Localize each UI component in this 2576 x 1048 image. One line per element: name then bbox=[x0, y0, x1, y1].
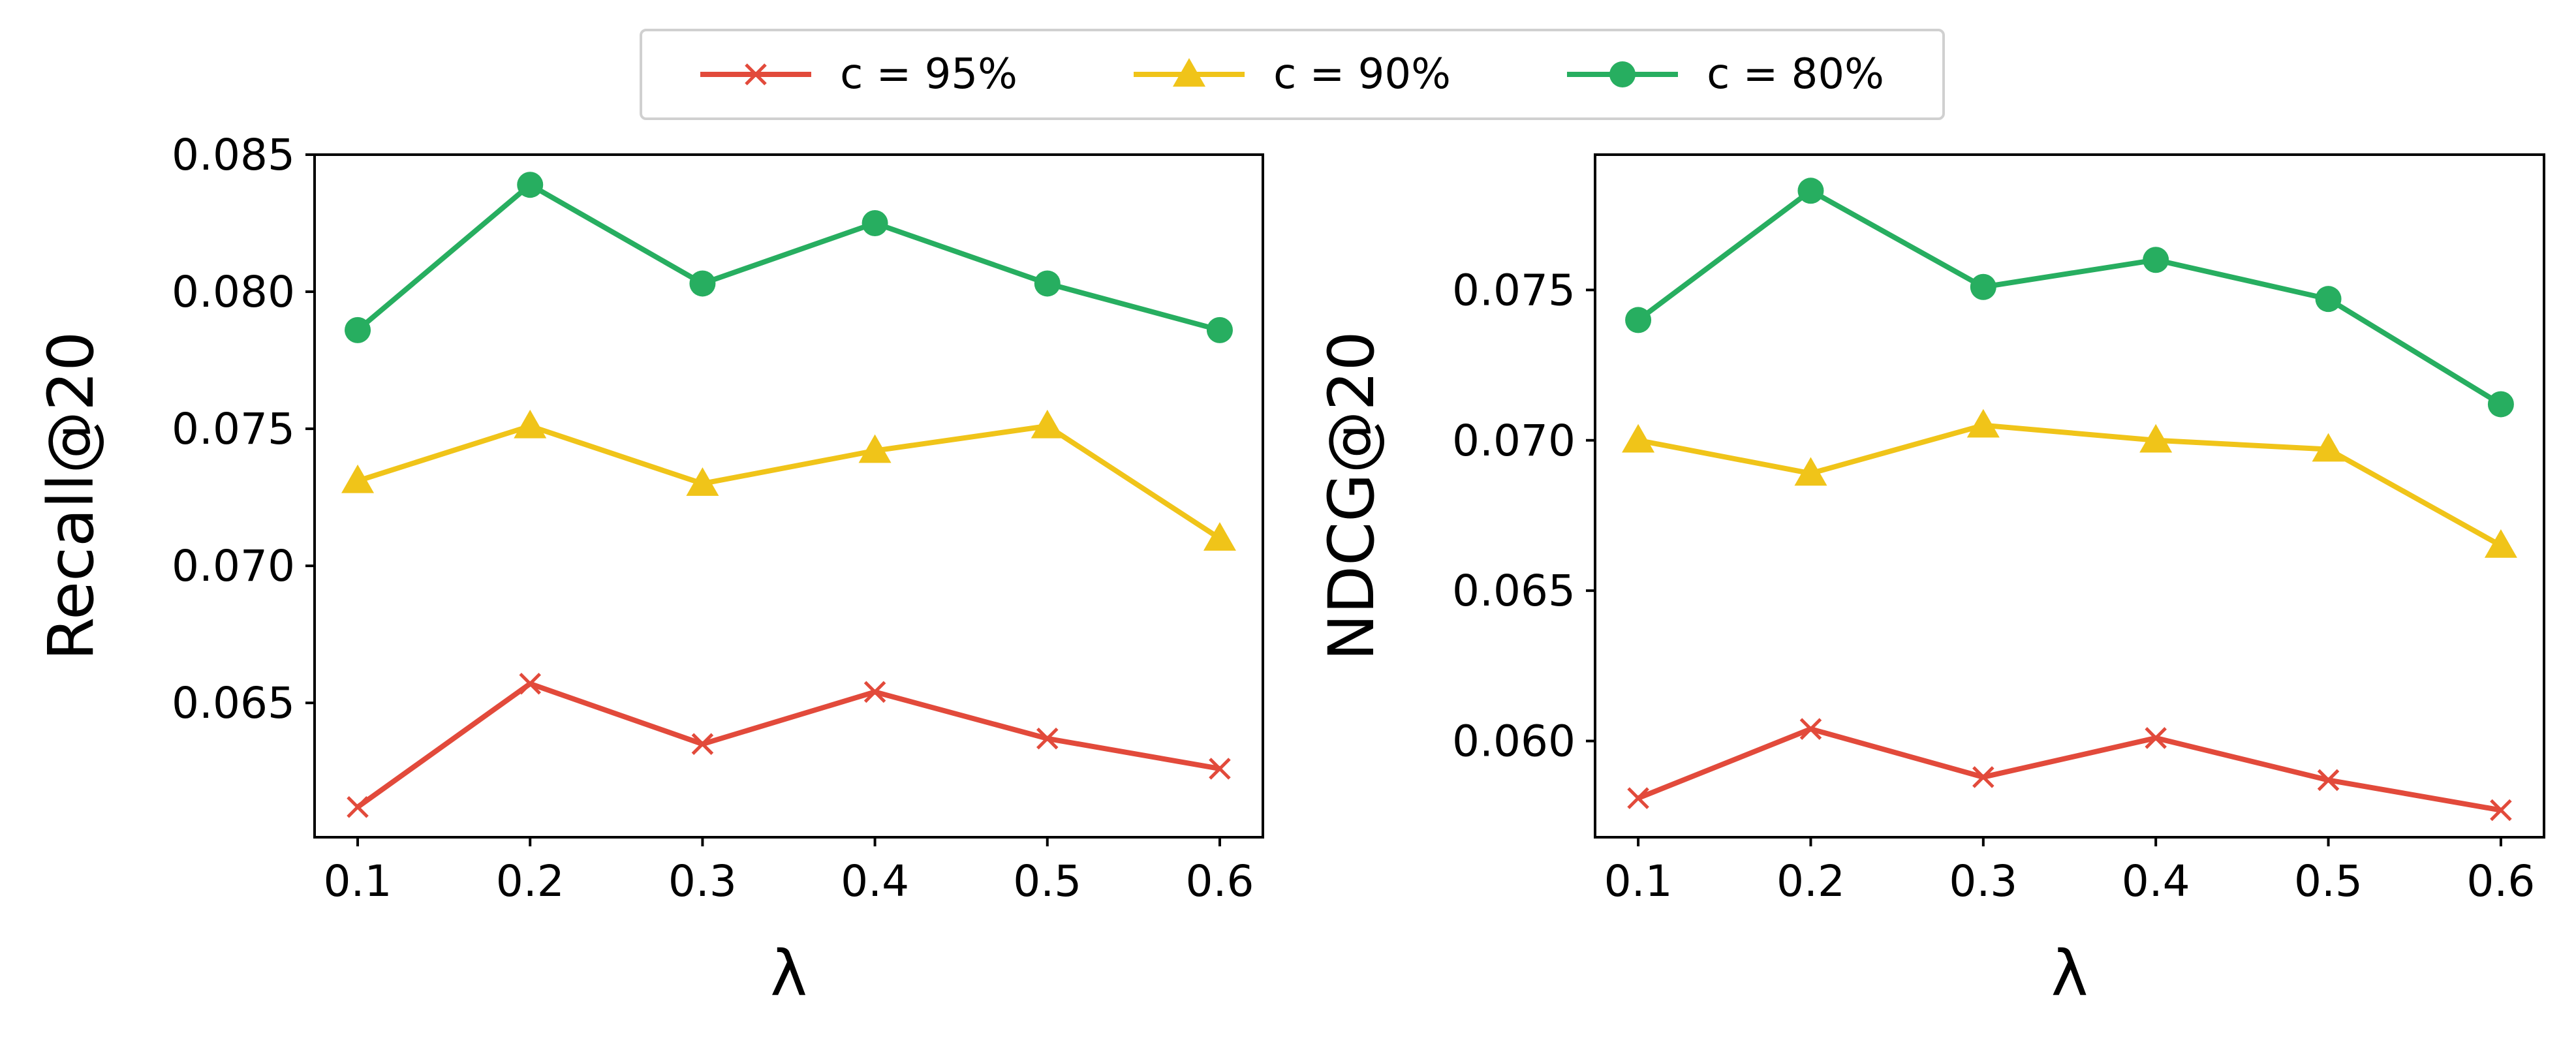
legend-marker-2 bbox=[1609, 61, 1636, 87]
ndcg-series-1-point-0 bbox=[1622, 424, 1655, 453]
ndcg-x-tick-label: 0.6 bbox=[2466, 856, 2535, 906]
ndcg-series-0-point-5 bbox=[2490, 799, 2512, 822]
recall-x-tick-label: 0.4 bbox=[841, 856, 909, 906]
ndcg-y-tick-label: 0.075 bbox=[1452, 265, 1575, 315]
recall-series-0-point-1 bbox=[519, 672, 541, 695]
chart-recall: 0.1 0.2 0.3 0.4 0.5 0.6 0.065 0.070 0.075 0.080 0.… bbox=[35, 130, 1264, 1010]
recall-axes-frame bbox=[313, 153, 1264, 839]
recall-series-line-1 bbox=[356, 423, 1222, 541]
ndcg-series-2-point-1 bbox=[1797, 177, 1824, 204]
recall-series-1-point-2 bbox=[686, 467, 719, 496]
legend-marker-1 bbox=[1173, 58, 1206, 87]
recall-x-tick-label: 0.6 bbox=[1185, 856, 1254, 906]
ndcg-x-tick-label: 0.2 bbox=[1777, 856, 1845, 906]
ndcg-y-axis-label: NDCG@20 bbox=[1315, 331, 1388, 660]
ndcg-series-0-point-1 bbox=[1799, 718, 1822, 740]
ndcg-series-line-1 bbox=[1637, 422, 2502, 548]
ndcg-series-line-0 bbox=[1637, 726, 2502, 813]
recall-y-axis-label: Recall@20 bbox=[35, 331, 108, 661]
recall-series-0-point-4 bbox=[1036, 728, 1059, 750]
legend-swatch-c80 bbox=[1567, 61, 1679, 87]
recall-y-tick-label: 0.085 bbox=[172, 130, 295, 180]
ndcg-x-axis-label: λ bbox=[2051, 937, 2088, 1010]
recall-series-1-point-0 bbox=[341, 464, 375, 493]
recall-series-2-point-1 bbox=[517, 172, 544, 198]
ndcg-y-tick-label: 0.065 bbox=[1452, 566, 1575, 616]
recall-series-2-point-2 bbox=[689, 270, 716, 297]
legend-item-c90: c = 90% bbox=[1134, 50, 1451, 99]
legend-item-c80: c = 80% bbox=[1567, 50, 1884, 99]
ndcg-series-1-point-1 bbox=[1794, 457, 1827, 486]
recall-series-1-point-4 bbox=[1031, 409, 1064, 439]
legend-item-c95: c = 95% bbox=[700, 50, 1017, 99]
ndcg-y-tick-label: 0.070 bbox=[1452, 416, 1575, 466]
recall-series-1-point-5 bbox=[1203, 522, 1236, 551]
ndcg-series-line-2 bbox=[1636, 188, 2502, 407]
recall-y-tick-label: 0.075 bbox=[172, 404, 295, 454]
recall-series-1-point-3 bbox=[858, 434, 892, 463]
recall-x-tick-label: 0.1 bbox=[324, 856, 392, 906]
recall-series-1-point-1 bbox=[514, 409, 547, 439]
recall-x-tick-label: 0.3 bbox=[668, 856, 737, 906]
ndcg-series-2-point-3 bbox=[2143, 247, 2169, 273]
recall-series-line-0 bbox=[356, 681, 1220, 810]
ndcg-series-0-point-2 bbox=[1972, 766, 1994, 788]
legend-swatch-c90 bbox=[1134, 58, 1245, 87]
recall-series-line-2 bbox=[356, 182, 1220, 333]
recall-series-0-point-3 bbox=[863, 681, 886, 703]
recall-x-tick-label: 0.2 bbox=[496, 856, 565, 906]
recall-series-0-point-0 bbox=[347, 796, 369, 818]
legend-marker-0 bbox=[745, 63, 767, 85]
ndcg-series-2-point-2 bbox=[1970, 273, 1996, 300]
ndcg-series-1-point-5 bbox=[2484, 529, 2517, 558]
recall-series-2-point-4 bbox=[1034, 270, 1061, 297]
ndcg-series-1-point-3 bbox=[2139, 424, 2173, 453]
recall-series-2-point-3 bbox=[861, 210, 888, 237]
recall-series-2-point-5 bbox=[1206, 316, 1233, 343]
ndcg-series-2-point-0 bbox=[1625, 307, 1652, 333]
ndcg-series-0-point-4 bbox=[2317, 769, 2340, 792]
legend-swatch-c95 bbox=[700, 63, 812, 85]
ndcg-series-0-point-3 bbox=[2145, 727, 2167, 749]
legend-label-c80: c = 80% bbox=[1707, 50, 1884, 99]
recall-series-2-point-0 bbox=[345, 316, 371, 343]
ndcg-y-tick-label: 0.060 bbox=[1452, 717, 1575, 767]
ndcg-series-0-point-0 bbox=[1627, 787, 1649, 809]
recall-series-0-point-5 bbox=[1209, 758, 1231, 780]
ndcg-x-tick-label: 0.3 bbox=[1949, 856, 2017, 906]
ndcg-series-2-point-5 bbox=[2487, 391, 2514, 418]
legend: c = 95% c = 90% c = 80% bbox=[640, 29, 1945, 120]
recall-x-axis-label: λ bbox=[770, 937, 807, 1010]
legend-label-c95: c = 95% bbox=[840, 50, 1017, 99]
recall-y-tick-label: 0.080 bbox=[172, 267, 295, 317]
ndcg-x-tick-label: 0.5 bbox=[2294, 856, 2363, 906]
ndcg-axes-frame bbox=[1594, 153, 2545, 839]
ndcg-x-tick-label: 0.1 bbox=[1604, 856, 1673, 906]
recall-x-tick-label: 0.5 bbox=[1013, 856, 1081, 906]
recall-y-tick-label: 0.065 bbox=[172, 678, 295, 728]
legend-label-c90: c = 90% bbox=[1273, 50, 1451, 99]
ndcg-x-tick-label: 0.4 bbox=[2122, 856, 2190, 906]
ndcg-series-2-point-4 bbox=[2315, 286, 2342, 313]
ndcg-series-1-point-2 bbox=[1966, 408, 2000, 438]
chart-ndcg: 0.1 0.2 0.3 0.4 0.5 0.6 0.060 0.065 0.070 0.075 λ N… bbox=[1315, 153, 2545, 1010]
recall-series-0-point-2 bbox=[691, 733, 714, 755]
ndcg-series-1-point-4 bbox=[2312, 433, 2345, 462]
recall-y-tick-label: 0.070 bbox=[172, 541, 295, 591]
